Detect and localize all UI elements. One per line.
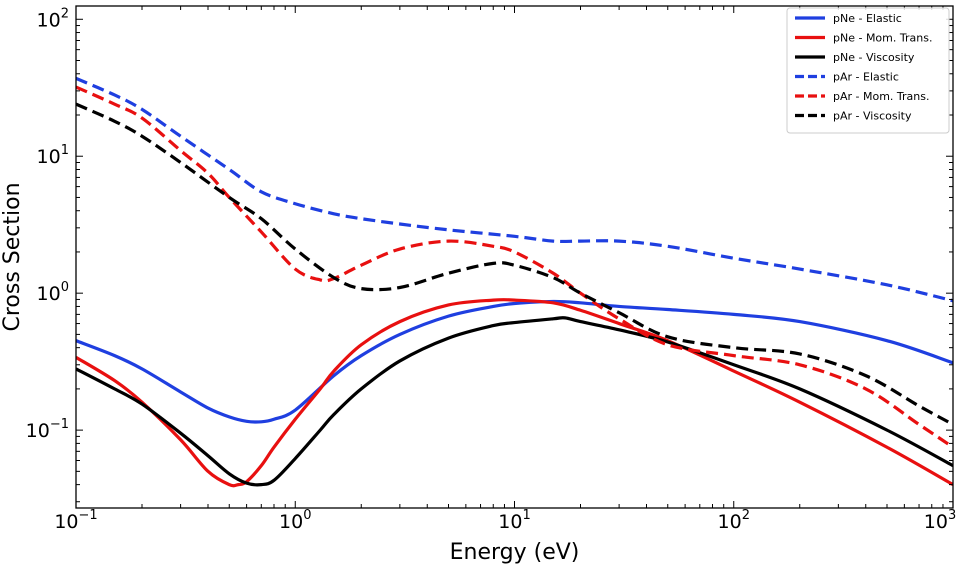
axis-ticks [75,6,954,508]
legend-label-pne-elastic: pNe - Elastic [833,12,902,25]
y-tick-label: 100 [37,280,69,305]
x-tick-label: 100 [279,508,311,533]
tick-labels: 10−1 100 101 102 103 10−1 100 101 102 [26,6,957,533]
y-tick-label: 101 [37,143,69,168]
legend-box [786,7,950,134]
series-line-par-mom-trans [76,85,953,449]
series-line-par-viscosity [76,102,953,426]
x-tick-label: 103 [924,508,956,533]
legend-label-par-elastic: pAr - Elastic [833,71,899,84]
series-line-pne-mom-trans [76,298,953,488]
x-axis-label: Energy (eV) [450,540,580,565]
legend-label-par-viscosity: pAr - Viscosity [833,110,912,123]
legend-label-pne-mom-trans: pNe - Mom. Trans. [833,32,932,45]
y-tick-label: 102 [37,6,69,31]
legend: pNe - Elastic pNe - Mom. Trans. pNe - Visc… [786,7,950,134]
series-line-pne-elastic [76,299,953,424]
series-line-pne-viscosity [76,316,953,487]
y-axis-label: Cross Section [0,182,25,331]
x-tick-label: 10−1 [54,508,97,533]
y-tick-label: 10−1 [26,417,69,442]
legend-label-pne-viscosity: pNe - Viscosity [833,51,915,64]
x-tick-label: 102 [718,508,750,533]
curves-layer [76,76,953,488]
series-line-par-elastic [76,76,953,303]
x-tick-label: 101 [498,508,530,533]
legend-label-par-mom-trans: pAr - Mom. Trans. [833,90,930,103]
